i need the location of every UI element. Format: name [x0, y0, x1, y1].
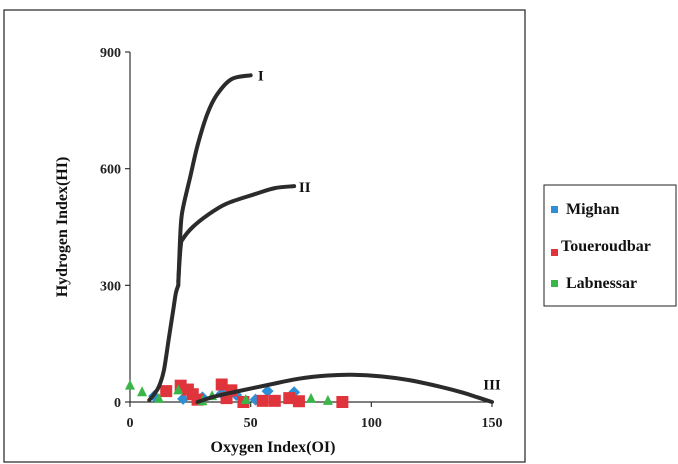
labnessar-point — [153, 392, 164, 403]
labnessar-point — [306, 392, 316, 403]
labnessar-point — [137, 386, 148, 397]
labnessar-point — [240, 394, 251, 405]
x-tick-label: 50 — [244, 416, 258, 431]
toueroudbar-point — [292, 395, 305, 408]
curve-label-i: I — [258, 68, 264, 84]
labnessar-point — [173, 384, 184, 395]
legend-swatch-mighan — [551, 206, 558, 213]
y-tick-label: 600 — [100, 163, 121, 178]
x-axis-title: Oxygen Index(OI) — [211, 439, 336, 456]
curve-iii — [195, 372, 494, 404]
x-tick-label: 150 — [482, 416, 503, 431]
figure-frame — [3, 9, 526, 463]
toueroudbar-point — [268, 394, 281, 407]
toueroudbar-point — [283, 392, 296, 405]
mighan-point — [261, 385, 274, 398]
legend-swatch-labnessar — [551, 280, 558, 287]
mighan-point — [177, 392, 190, 405]
toueroudbar-point — [256, 394, 269, 407]
legend-item-labnessar: Labnessar — [551, 275, 637, 292]
labnessar-point — [125, 379, 135, 390]
mighan-point — [249, 393, 262, 406]
legend-item-toueroudbar: Toueroudbar — [551, 238, 651, 256]
legend-swatch-toueroudbar — [551, 249, 558, 256]
legend-box — [543, 184, 677, 307]
legend-label-mighan: Mighan — [566, 201, 619, 218]
curve-ii — [176, 184, 297, 284]
x-axis-ticks: 0 50 100 150 — [127, 402, 503, 431]
curve-i — [176, 73, 253, 288]
x-tick-label: 0 — [127, 416, 134, 431]
labnessar-point — [322, 394, 333, 405]
legend-item-mighan: Mighan — [551, 201, 619, 218]
scatter-points — [125, 378, 349, 408]
curve-stem — [147, 283, 181, 403]
y-tick-label: 900 — [100, 46, 121, 61]
curve-label-iii: III — [483, 378, 501, 394]
x-tick-label: 100 — [361, 416, 382, 431]
toueroudbar-point — [336, 396, 349, 408]
y-axis-ticks: 0 300 600 900 — [100, 46, 130, 411]
toueroudbar-point — [215, 378, 228, 391]
legend: Mighan Toueroudbar Labnessar — [551, 201, 651, 292]
toueroudbar-point — [160, 385, 173, 398]
curve-label-ii: II — [299, 180, 311, 196]
y-axis-title: Hydrogen Index(HI) — [54, 157, 71, 298]
y-tick-label: 0 — [114, 396, 121, 411]
legend-label-labnessar: Labnessar — [566, 275, 637, 292]
y-tick-label: 300 — [100, 279, 121, 294]
legend-label-toueroudbar: Toueroudbar — [561, 238, 651, 255]
